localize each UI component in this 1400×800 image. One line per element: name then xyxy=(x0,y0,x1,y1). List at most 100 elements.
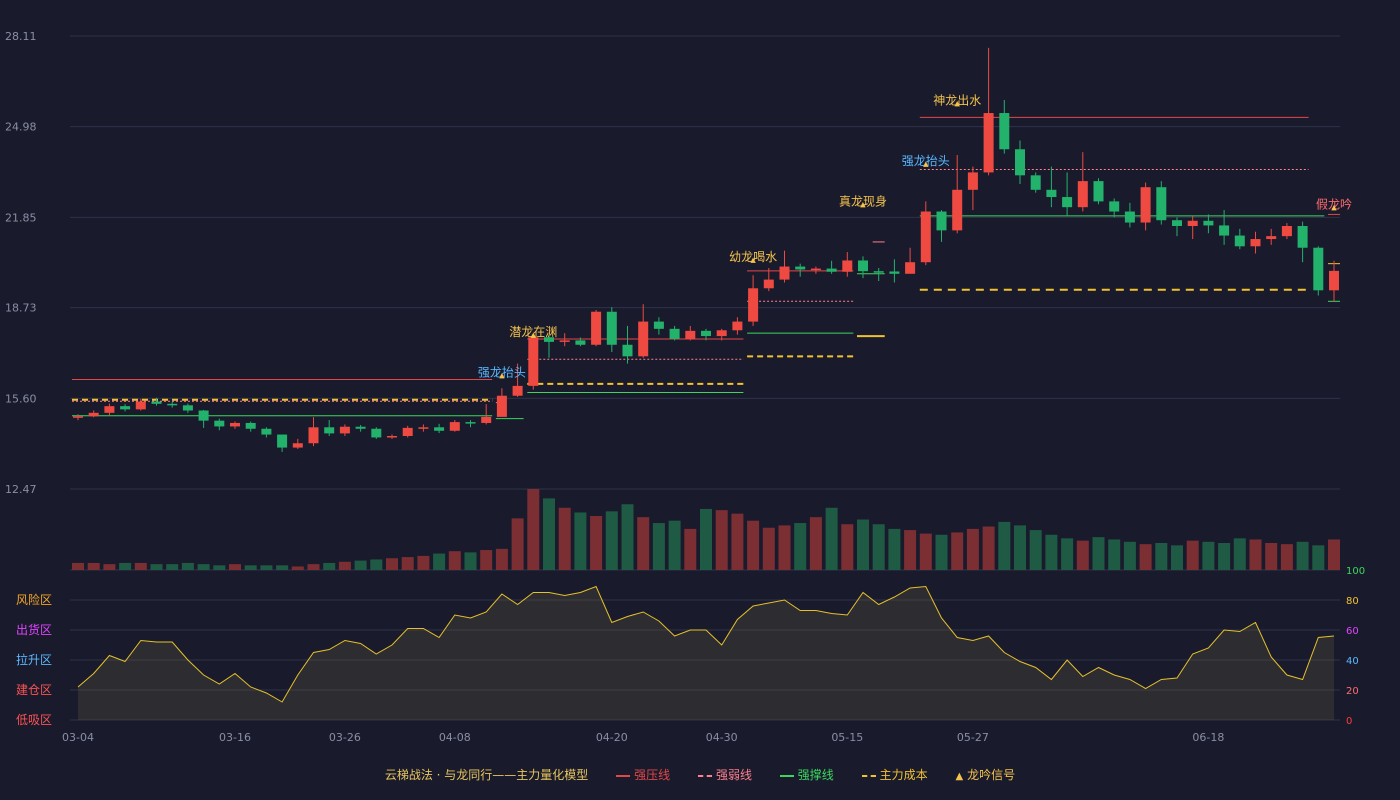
candle-body xyxy=(182,405,193,411)
candle-body xyxy=(591,311,602,345)
volume-bar xyxy=(166,564,179,570)
volume-bar xyxy=(181,562,194,570)
candle-body xyxy=(1172,220,1182,227)
volume-bar xyxy=(982,526,995,570)
signal-triangle-icon: ▲ xyxy=(955,99,961,107)
candle-body xyxy=(653,321,664,329)
volume-bar xyxy=(637,517,650,570)
legend-cost[interactable]: 主力成本 xyxy=(861,766,928,783)
candle-body xyxy=(826,268,837,272)
volume-bar xyxy=(1123,541,1136,570)
volume-bar xyxy=(72,562,84,570)
volume-bar xyxy=(731,513,744,570)
volume-bar xyxy=(354,560,367,570)
candle-body xyxy=(1015,149,1025,176)
candle-body xyxy=(622,344,633,357)
candle-body xyxy=(763,279,774,289)
volume-bar xyxy=(841,524,854,570)
chart-legend: 云梯战法 · 与龙同行——主力量化模型 强压线 强弱线 强撑线 主力成本 ▲ 龙吟… xyxy=(0,766,1400,786)
volume-bar xyxy=(1108,539,1121,570)
candle-body xyxy=(387,435,397,438)
candle-body xyxy=(1266,236,1277,240)
candle-body xyxy=(999,113,1010,150)
volume-bar xyxy=(1029,530,1042,570)
candle-body xyxy=(465,422,476,424)
volume-bar xyxy=(1045,534,1058,570)
candle-body xyxy=(1250,239,1261,247)
legend-signal[interactable]: ▲ 龙吟信号 xyxy=(955,768,1016,782)
score-zone-label: 出货区 xyxy=(16,622,52,637)
score-tick-label: 20 xyxy=(1346,686,1359,697)
volume-bar xyxy=(794,523,807,570)
score-tick-label: 60 xyxy=(1346,626,1359,637)
date-tick-label: 06-18 xyxy=(1192,731,1224,744)
volume-bar xyxy=(668,520,681,570)
candle-body xyxy=(559,340,570,342)
volume-bar xyxy=(888,528,901,570)
candle-body xyxy=(905,262,916,274)
score-line xyxy=(77,585,1335,703)
volume-bar xyxy=(919,533,932,570)
volume-bar xyxy=(621,504,634,570)
signal-label: 真龙现身 xyxy=(839,194,887,209)
volume-bar xyxy=(276,565,289,570)
volume-bar xyxy=(1092,537,1105,570)
candle-body xyxy=(685,330,696,339)
price-tick-label: 21.85 xyxy=(5,211,37,224)
candle-body xyxy=(308,427,319,444)
volume-bar xyxy=(590,516,603,570)
score-zone-label: 建仓区 xyxy=(16,683,52,697)
volume-bar xyxy=(966,528,979,570)
volume-bar xyxy=(1155,543,1168,570)
candle-body xyxy=(701,330,711,337)
candle-body xyxy=(1219,225,1230,236)
volume-bar xyxy=(197,564,210,570)
volume-bar xyxy=(260,565,273,570)
candle-body xyxy=(1046,189,1057,198)
legend-weak-pressure[interactable]: 强弱线 xyxy=(697,766,752,783)
volume-bar xyxy=(87,562,100,570)
candle-body xyxy=(73,416,83,418)
score-zone-label: 拉升区 xyxy=(16,652,52,667)
candle-body xyxy=(277,434,288,448)
candle-body xyxy=(669,328,680,339)
candle-body xyxy=(795,266,806,270)
candle-body xyxy=(245,422,256,429)
candle-body xyxy=(606,311,617,345)
volume-bar xyxy=(229,564,241,570)
candle-body xyxy=(1203,220,1214,226)
price-tick-label: 18.73 xyxy=(5,302,37,315)
volume-bar xyxy=(558,507,571,570)
volume-bar xyxy=(244,565,257,570)
date-tick-label: 05-27 xyxy=(957,731,989,744)
candle-body xyxy=(324,427,335,434)
candle-body xyxy=(889,271,900,274)
candle-body xyxy=(858,260,868,272)
volume-bar xyxy=(825,507,838,570)
triangle-icon: ▲ xyxy=(955,771,964,782)
volume-bar xyxy=(1218,543,1231,570)
candle-body xyxy=(810,268,821,271)
volume-bar xyxy=(464,552,477,570)
volume-bar xyxy=(1280,544,1293,570)
date-tick-label: 03-16 xyxy=(219,731,251,744)
legend-strong-pressure[interactable]: 强压线 xyxy=(616,766,670,783)
score-area xyxy=(78,586,1334,720)
volume-bar xyxy=(480,550,493,570)
volume-bar xyxy=(715,510,728,570)
volume-bar xyxy=(809,517,822,570)
legend-support[interactable]: 强撑线 xyxy=(779,766,834,783)
signal-label: 强龙抬头 xyxy=(478,366,526,380)
signal-triangle-icon: ▲ xyxy=(1331,204,1337,212)
legend-title: 云梯战法 · 与龙同行——主力量化模型 xyxy=(384,768,589,782)
candle-body xyxy=(967,172,978,190)
signal-triangle-icon: ▲ xyxy=(860,201,866,209)
candle-body xyxy=(638,321,649,357)
candle-body xyxy=(512,385,523,396)
signal-label: 神龙出水 xyxy=(933,93,981,107)
volume-bar xyxy=(1202,541,1215,570)
signal-label: 潜龙在渊 xyxy=(509,325,557,339)
price-tick-label: 12.47 xyxy=(5,483,37,496)
candle-body xyxy=(496,395,507,417)
candle-body xyxy=(1077,181,1088,208)
